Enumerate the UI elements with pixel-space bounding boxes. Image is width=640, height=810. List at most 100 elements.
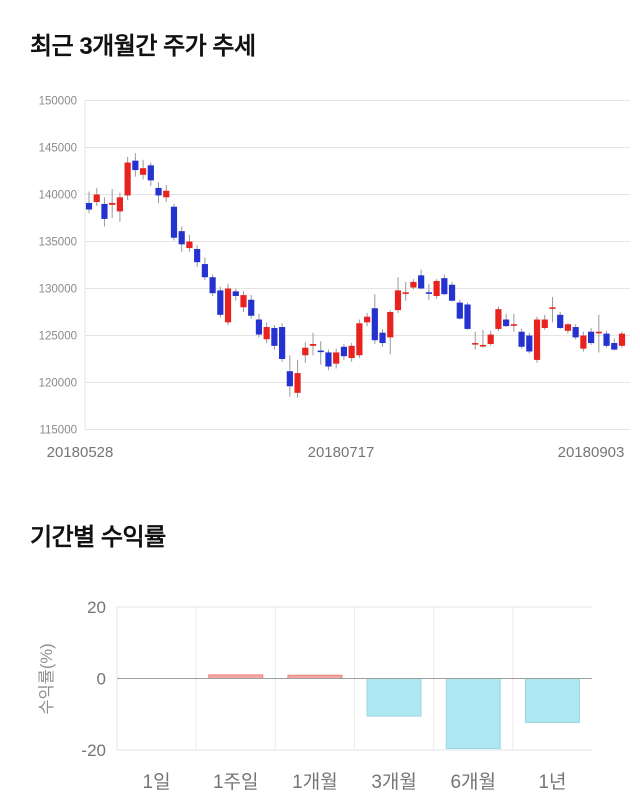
- candle-body: [564, 324, 572, 331]
- candle-body: [448, 284, 456, 301]
- price-y-tick-label: 150000: [39, 96, 77, 108]
- candle: [240, 291, 247, 312]
- price-y-tick-label: 125000: [39, 331, 77, 343]
- candle-body: [472, 343, 479, 345]
- candle: [418, 269, 425, 290]
- candle: [309, 332, 317, 356]
- candle: [325, 349, 332, 371]
- candle-body: [464, 304, 471, 329]
- candle-body: [356, 323, 363, 356]
- candle-body: [279, 327, 286, 359]
- candle-body: [240, 295, 247, 308]
- candle-body: [163, 190, 170, 198]
- price-y-tick-label: 145000: [39, 143, 77, 155]
- candle-body: [456, 302, 463, 319]
- candle: [603, 330, 610, 348]
- candle: [410, 279, 417, 290]
- candle: [340, 343, 348, 360]
- candle: [495, 306, 502, 331]
- candle-body: [487, 334, 494, 344]
- candle: [101, 197, 108, 227]
- candle: [201, 257, 208, 281]
- candle: [564, 323, 572, 334]
- price-x-tick-label: 20180717: [308, 444, 375, 461]
- candle-body: [526, 335, 533, 352]
- candle: [402, 281, 409, 301]
- returns-chart-title: 기간별 수익률: [30, 524, 166, 551]
- candle: [124, 156, 131, 201]
- candle-body: [248, 299, 255, 316]
- candle: [217, 286, 224, 318]
- price-y-tick-label: 140000: [39, 190, 77, 202]
- candle-body: [147, 165, 154, 181]
- candle: [348, 343, 355, 362]
- candle-body: [170, 206, 178, 238]
- candle-body: [580, 335, 587, 349]
- returns-category-label: 1개월: [292, 771, 338, 793]
- candle-body: [93, 194, 100, 203]
- candle: [209, 274, 216, 297]
- candle: [294, 359, 301, 398]
- return-bar: [524, 678, 580, 723]
- candle: [271, 325, 278, 350]
- candle-body: [340, 346, 348, 357]
- returns-y-axis-title: 수익률(%): [37, 643, 56, 714]
- candle: [132, 153, 139, 177]
- candle: [595, 314, 602, 353]
- price-chart-title: 최근 3개월간 주가 추세: [30, 33, 256, 60]
- candle-body: [433, 280, 440, 297]
- returns-category-label: 3개월: [371, 771, 417, 793]
- candle: [155, 182, 162, 203]
- returns-category-label: 6개월: [450, 771, 496, 793]
- price-x-tick-label: 20180528: [47, 444, 114, 461]
- candle: [549, 296, 556, 323]
- candle-body: [294, 373, 301, 393]
- candle-body: [255, 319, 263, 335]
- candle: [479, 329, 487, 348]
- candle: [533, 316, 541, 363]
- candle-body: [101, 203, 108, 219]
- returns-y-tick-label: -20: [81, 741, 106, 760]
- candle-body: [503, 319, 510, 327]
- candle: [503, 313, 510, 328]
- candle-body: [209, 277, 216, 294]
- returns-category-label: 1주일: [213, 771, 259, 793]
- candle-body: [302, 347, 309, 356]
- returns-category-label: 1일: [143, 771, 171, 793]
- candle: [116, 192, 123, 222]
- candle: [139, 159, 147, 180]
- candle-body: [116, 197, 123, 212]
- candle-body: [595, 331, 602, 334]
- candle: [186, 234, 193, 252]
- candle: [302, 342, 309, 363]
- candle-body: [518, 331, 525, 347]
- candle-body: [510, 324, 517, 326]
- return-bar: [445, 678, 501, 750]
- price-x-tick-label: 20180903: [558, 444, 625, 461]
- candle-body: [572, 327, 579, 338]
- candle-body: [263, 327, 270, 340]
- candle: [371, 294, 378, 344]
- candle-body: [603, 333, 610, 346]
- candle-body: [363, 316, 371, 323]
- price-y-tick-label: 120000: [39, 378, 77, 390]
- candle-body: [402, 292, 409, 294]
- candle: [178, 226, 185, 252]
- candle: [263, 322, 270, 344]
- candle: [286, 355, 293, 397]
- candle: [580, 331, 587, 352]
- candle-body: [178, 231, 185, 245]
- candle: [464, 302, 471, 330]
- candle-body: [410, 281, 417, 288]
- candle-body: [155, 187, 162, 196]
- price-y-tick-label: 130000: [39, 284, 77, 296]
- candle-body: [286, 371, 293, 387]
- candle: [487, 330, 494, 346]
- candle: [109, 188, 116, 218]
- candle-body: [379, 332, 386, 344]
- candle-body: [588, 331, 595, 344]
- candle: [448, 281, 456, 302]
- candle-body: [224, 288, 232, 323]
- returns-bar-chart: 20 0 -20 1일 1주일 1개월 3개월 6개월 1년 수익률(%): [37, 598, 592, 793]
- candle: [147, 162, 154, 187]
